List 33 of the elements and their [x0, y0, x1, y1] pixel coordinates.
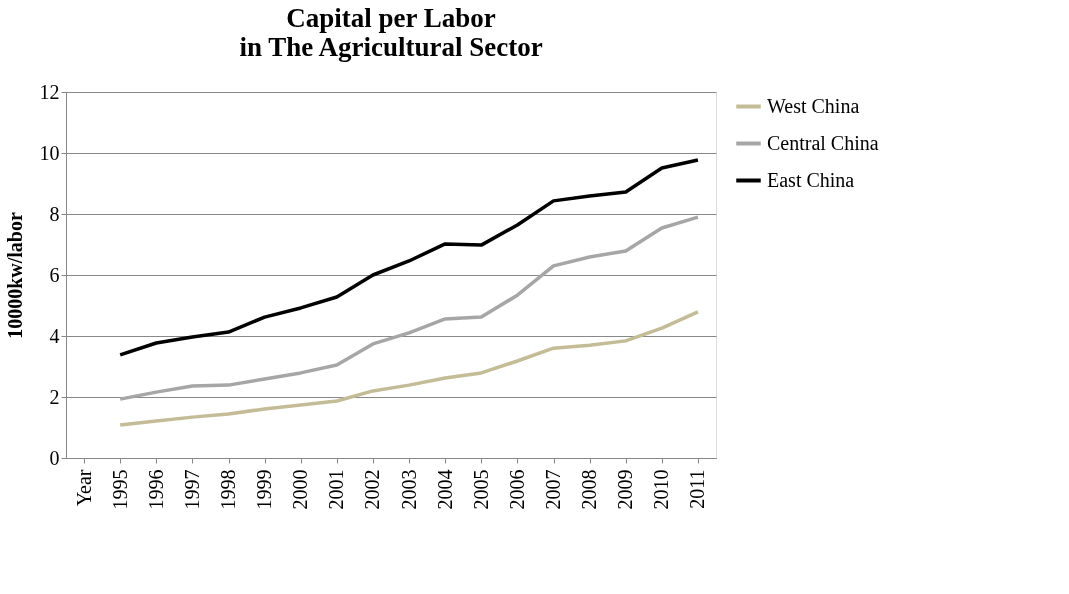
line-series: [118, 215, 700, 401]
x-tick-label: 1997: [180, 469, 203, 510]
y-tick-label: 0: [49, 446, 60, 469]
x-tick-label: 1999: [253, 469, 276, 510]
legend-label: East China: [767, 168, 855, 191]
chart-title: Capital per Labor in The Agricultural Sector: [239, 3, 543, 62]
y-axis-title: 10000kw/labor: [3, 212, 26, 339]
x-tick-label: 2011: [686, 469, 709, 509]
x-tick-label: 2004: [433, 469, 456, 510]
legend-label: West China: [767, 94, 860, 117]
y-tick-label: 4: [49, 324, 60, 347]
x-tick-label: 2001: [325, 469, 348, 510]
x-tick-label: 1996: [144, 469, 167, 510]
x-tick-label: 2003: [397, 469, 420, 510]
line-series: [118, 158, 700, 357]
x-tick-label: 2002: [361, 469, 384, 510]
x-tick-label: 2005: [469, 469, 492, 510]
y-tick-label: 10: [39, 141, 60, 164]
x-tick-label: 2000: [289, 469, 312, 510]
y-tick-label: 2: [49, 385, 60, 408]
legend-label: Central China: [767, 131, 879, 154]
x-tick-label: 2010: [650, 469, 673, 510]
x-tick-label: 2007: [542, 469, 564, 510]
line-series: [118, 310, 700, 427]
x-tick-label: Year: [72, 469, 95, 507]
x-tick-label: 2006: [505, 469, 528, 510]
y-tick-label: 12: [39, 80, 60, 103]
x-tick-label: 1998: [217, 469, 239, 510]
x-tick-label: 2008: [578, 469, 601, 510]
y-tick-label: 6: [49, 263, 60, 286]
x-tick-label: 1995: [108, 469, 131, 510]
y-tick-label: 8: [49, 202, 60, 225]
x-tick-label: 2009: [614, 469, 637, 510]
